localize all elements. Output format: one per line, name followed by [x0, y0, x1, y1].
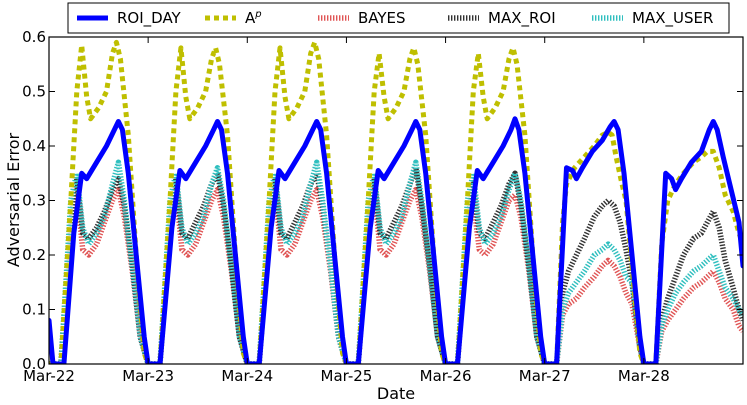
legend-item-bayes: BAYES: [318, 9, 406, 27]
series-line-day-3: [247, 170, 350, 364]
legend-item-max-roi: MAX_ROI: [448, 9, 556, 28]
legend-label-superscript: p: [254, 9, 261, 20]
series-line-day-4: [346, 165, 449, 364]
series-line-day-1: [49, 119, 151, 364]
y-tick-label: 0.2: [22, 246, 46, 264]
y-tick-label: 0.1: [22, 301, 46, 319]
y-axis: 0.0 0.1 0.2 0.3 0.4 0.5 0.6: [22, 28, 743, 373]
x-tick-label: Mar-22: [23, 367, 75, 385]
x-tick-label: Mar-26: [420, 367, 472, 385]
x-axis-title: Date: [377, 384, 415, 403]
legend-label: BAYES: [358, 9, 406, 27]
y-tick-label: 0.3: [22, 192, 46, 210]
series-roi-day: [49, 116, 743, 364]
x-tick-label: Mar-28: [618, 367, 670, 385]
x-tick-label: Mar-24: [221, 367, 273, 385]
series-line-day-6: [544, 197, 647, 364]
legend-label: MAX_ROI: [488, 9, 556, 28]
series-line-day-6: [542, 119, 647, 364]
y-tick-label: 0.4: [22, 137, 46, 155]
y-axis-title: Adversarial Error: [4, 132, 23, 267]
legend-label: MAX_USER: [632, 9, 713, 28]
legend-item-roi-day: ROI_DAY: [77, 9, 182, 28]
series-line-day-2: [148, 170, 250, 364]
series-line-day-4: [343, 119, 449, 364]
x-tick-label: Mar-25: [321, 367, 373, 385]
legend-box: [67, 2, 730, 34]
y-tick-label: 0.6: [22, 28, 46, 46]
legend: ROI_DAY Ap BAYES MAX_ROI MAX_USER: [67, 2, 730, 34]
x-tick-label: Mar-23: [122, 367, 174, 385]
series-line-day-7: [643, 252, 743, 364]
y-tick-label: 0.5: [22, 83, 46, 101]
legend-label: ROI_DAY: [117, 9, 182, 28]
series-line-day-7: [641, 119, 743, 364]
x-tick-label: Mar-27: [519, 367, 571, 385]
series-line-day-6: [544, 241, 647, 364]
series-line-day-2: [145, 119, 250, 364]
y-tick-label: 0.0: [22, 355, 46, 373]
legend-item-max-user: MAX_USER: [592, 9, 713, 28]
x-axis: Mar-22 Mar-23 Mar-24 Mar-25 Mar-26 Mar-27 Mar-…: [23, 37, 670, 385]
series-layer: [49, 39, 743, 364]
series-line-day-5: [443, 116, 548, 364]
series-line-day-3: [244, 119, 349, 364]
